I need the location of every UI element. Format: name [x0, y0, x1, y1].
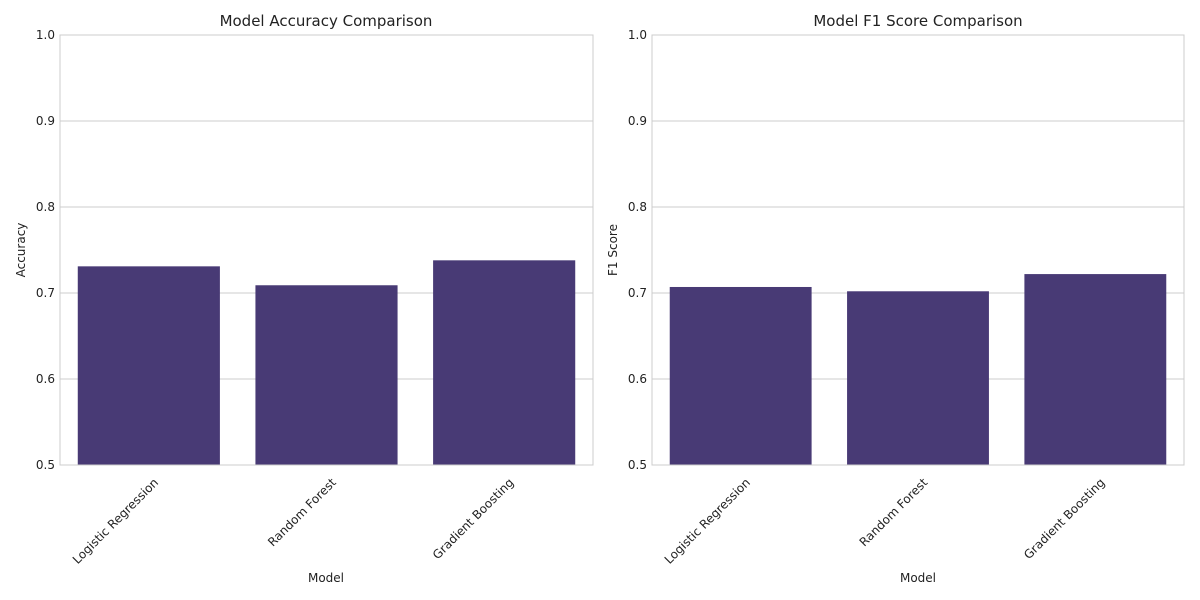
chart-title: Model F1 Score Comparison [813, 12, 1022, 30]
y-tick-label: 0.8 [36, 200, 55, 214]
x-tick-label: Random Forest [265, 475, 339, 549]
y-tick-label: 1.0 [36, 28, 55, 42]
y-tick-label: 0.9 [36, 114, 55, 128]
bar [669, 286, 812, 465]
f1-score-panel: Model F1 Score Comparison Model F1 Score… [606, 12, 1185, 585]
x-tick-label: Gradient Boosting [430, 475, 517, 562]
y-axis-label: Accuracy [14, 223, 28, 278]
accuracy-panel: Model Accuracy Comparison Model Accuracy… [14, 12, 594, 585]
bar [433, 260, 576, 465]
x-tick-label: Logistic Regression [70, 475, 161, 566]
y-tick-label: 0.7 [628, 286, 647, 300]
y-tick-label: 0.8 [628, 200, 647, 214]
plot-frame [651, 34, 1185, 466]
plot-frame [59, 34, 594, 466]
y-tick-label: 1.0 [628, 28, 647, 42]
bar [847, 291, 989, 465]
y-axis-label: F1 Score [606, 224, 620, 276]
x-axis-label: Model [308, 571, 344, 585]
y-tick-label: 0.6 [36, 372, 55, 386]
x-tick-label: Gradient Boosting [1021, 475, 1108, 562]
x-tick-label: Logistic Regression [662, 475, 753, 566]
y-tick-label: 0.5 [628, 458, 647, 472]
bar [1024, 274, 1167, 465]
y-tick-label: 0.6 [628, 372, 647, 386]
x-tick-label: Random Forest [857, 475, 931, 549]
y-tick-label: 0.7 [36, 286, 55, 300]
bar [77, 266, 220, 465]
x-axis-label: Model [900, 571, 936, 585]
chart-title: Model Accuracy Comparison [220, 12, 433, 30]
y-tick-label: 0.9 [628, 114, 647, 128]
bar [255, 285, 398, 465]
y-tick-label: 0.5 [36, 458, 55, 472]
